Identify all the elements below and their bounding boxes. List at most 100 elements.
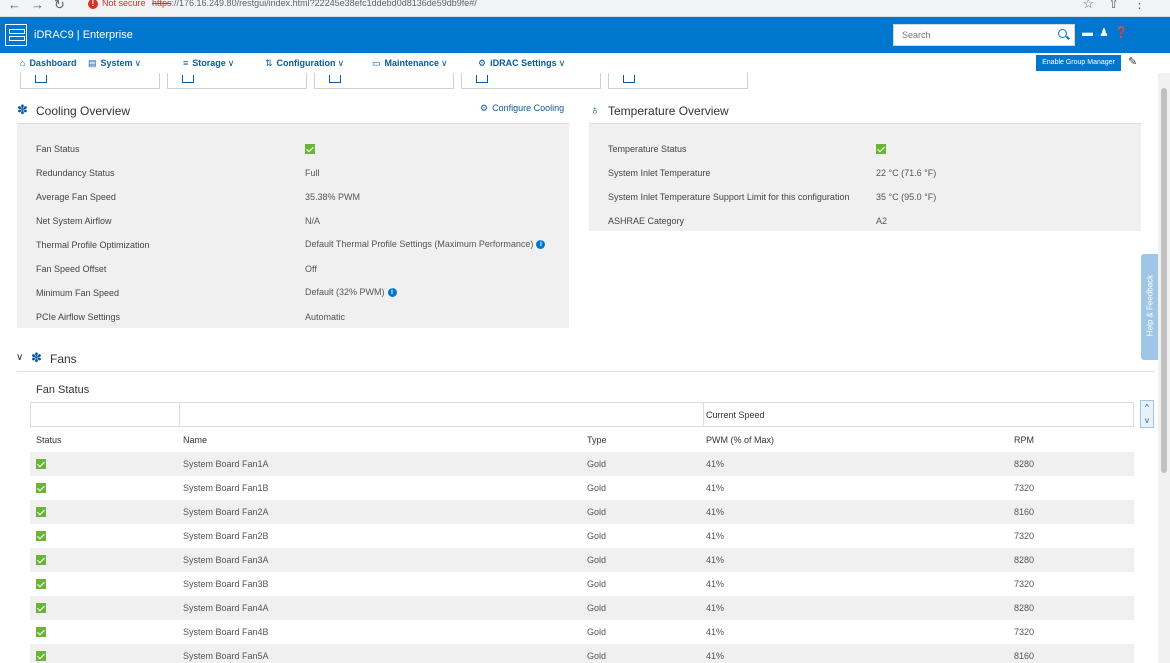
pin-icon[interactable]: ✎ [1128,56,1138,68]
chevron-down-icon: ∨ [558,58,566,68]
server-icon: ▤ [88,58,97,68]
fans-section-title: Fans [50,352,77,366]
kv-label: Fan Speed Offset [36,264,107,274]
fan-pwm: 41% [706,651,725,661]
kv-value: A2 [876,216,888,226]
fan-type: Gold [587,627,607,637]
search-box[interactable] [893,24,1075,46]
fan-rpm: 7320 [1014,531,1035,541]
kv-value: Off [305,264,317,274]
col-header-rpm[interactable]: RPM [1014,435,1034,445]
fan-name: System Board Fan1B [183,483,269,493]
idrac-logo-icon [5,24,27,46]
kv-label: Redundancy Status [36,168,115,178]
search-input[interactable] [894,25,1044,45]
address-bar[interactable]: https://176.16.249.80/restgui/index.html… [152,0,477,8]
settings-icon: ⚙ [478,58,487,68]
fan-name: System Board Fan5A [183,651,269,661]
summary-tile[interactable] [461,73,601,89]
fan-pwm: 41% [706,603,725,613]
fan-type: Gold [587,531,607,541]
app-title: iDRAC9 | Enterprise [34,29,133,41]
nav-configuration[interactable]: ⇅ Configuration ∨ [265,58,345,68]
kv-value: Full [305,168,320,178]
fan-icon: ✽ [31,350,42,365]
fan-type: Gold [587,603,607,613]
cooling-panel [17,123,569,328]
summary-tile[interactable] [314,73,454,89]
fan-rpm: 8280 [1014,555,1035,565]
settings-icon: ⚙ [480,103,489,113]
kv-label: Thermal Profile Optimization [36,240,150,250]
status-ok-icon [305,143,315,154]
fan-status-value [305,143,315,154]
sliders-icon: ⇅ [265,58,273,68]
info-icon[interactable]: i [387,288,397,298]
summary-tile[interactable] [608,73,748,89]
status-ok-icon [36,578,46,589]
col-header-status[interactable]: Status [36,435,62,445]
fan-pwm: 41% [706,579,725,589]
status-ok-icon [36,626,46,637]
thermometer-icon: ♁ [590,102,600,117]
cooling-overview-title: Cooling Overview [36,104,131,118]
kv-label: ASHRAE Category [608,216,685,226]
warning-icon: ! [88,0,98,9]
col-header-type[interactable]: Type [587,435,607,445]
fan-name: System Board Fan1A [183,459,269,469]
summary-tile[interactable] [20,73,160,89]
summary-tile[interactable] [167,73,307,89]
browser-nav-icons[interactable]: ←→↻ [8,0,75,12]
kv-label: PCIe Airflow Settings [36,312,121,322]
fan-rpm: 8280 [1014,459,1035,469]
fan-rpm: 8160 [1014,651,1035,661]
browser-toolbar: ←→↻ ! Not secure https://176.16.249.80/re… [0,0,1170,17]
chevron-down-icon: ∨ [227,58,235,68]
fan-pwm: 41% [706,627,725,637]
col-header-pwm[interactable]: PWM (% of Max) [706,435,775,445]
browser-actions[interactable]: ☆⇧⋮ [1082,0,1160,11]
security-indicator[interactable]: ! Not secure [88,0,146,9]
temperature-overview-title: Temperature Overview [608,104,729,118]
fan-rpm: 7320 [1014,579,1035,589]
tile-icon [35,75,47,83]
collapse-chevron-icon[interactable]: ∨ [16,352,24,363]
chevron-down-icon: ∨ [441,58,448,68]
tile-icon [182,75,194,83]
fan-rpm: 7320 [1014,627,1035,637]
help-feedback-tab[interactable]: Help & Feedback [1141,254,1158,360]
col-header-name[interactable]: Name [183,435,208,445]
fan-name: System Board Fan3B [183,579,269,589]
fan-rpm: 8280 [1014,603,1035,613]
kv-label: Fan Status [36,144,80,154]
nav-dashboard[interactable]: ⌂ Dashboard [20,58,77,68]
fan-pwm: 41% [706,555,725,565]
fan-icon: ✽ [17,102,28,117]
fan-type: Gold [587,555,607,565]
kv-value: Automatic [305,312,346,322]
enable-group-manager-button[interactable]: Enable Group Manager [1036,55,1121,71]
kv-label: System Inlet Temperature Support Limit f… [608,192,850,202]
fan-type: Gold [587,459,607,469]
nav-maintenance[interactable]: ▭ Maintenance ∨ [372,58,448,68]
fan-pwm: 41% [706,459,725,469]
table-row: System Board Fan4A Gold 41% 8280 [30,596,1134,620]
tile-icon [329,75,341,83]
kv-value-with-info: Default Thermal Profile Settings (Maximu… [305,239,546,250]
header-icons[interactable]: ▬♟❓ [1082,27,1135,39]
table-scroll-control[interactable]: ^ v [1140,400,1154,428]
configure-cooling-link[interactable]: ⚙ Configure Cooling [480,103,565,113]
search-icon[interactable] [1058,29,1067,38]
table-row: System Board Fan1A Gold 41% 8280 [30,452,1134,476]
nav-idrac-settings[interactable]: ⚙ iDRAC Settings ∨ [478,58,566,68]
page-scrollbar[interactable] [1158,73,1170,663]
fan-type: Gold [587,507,607,517]
kv-value: 35.38% PWM [305,192,361,202]
nav-storage[interactable]: ≡ Storage ∨ [183,58,235,68]
info-icon[interactable]: i [536,240,546,250]
status-ok-icon [36,530,46,541]
scrollbar-thumb[interactable] [1161,88,1167,473]
nav-system[interactable]: ▤ System ∨ [88,58,142,68]
fan-name: System Board Fan4B [183,627,269,637]
fan-type: Gold [587,483,607,493]
